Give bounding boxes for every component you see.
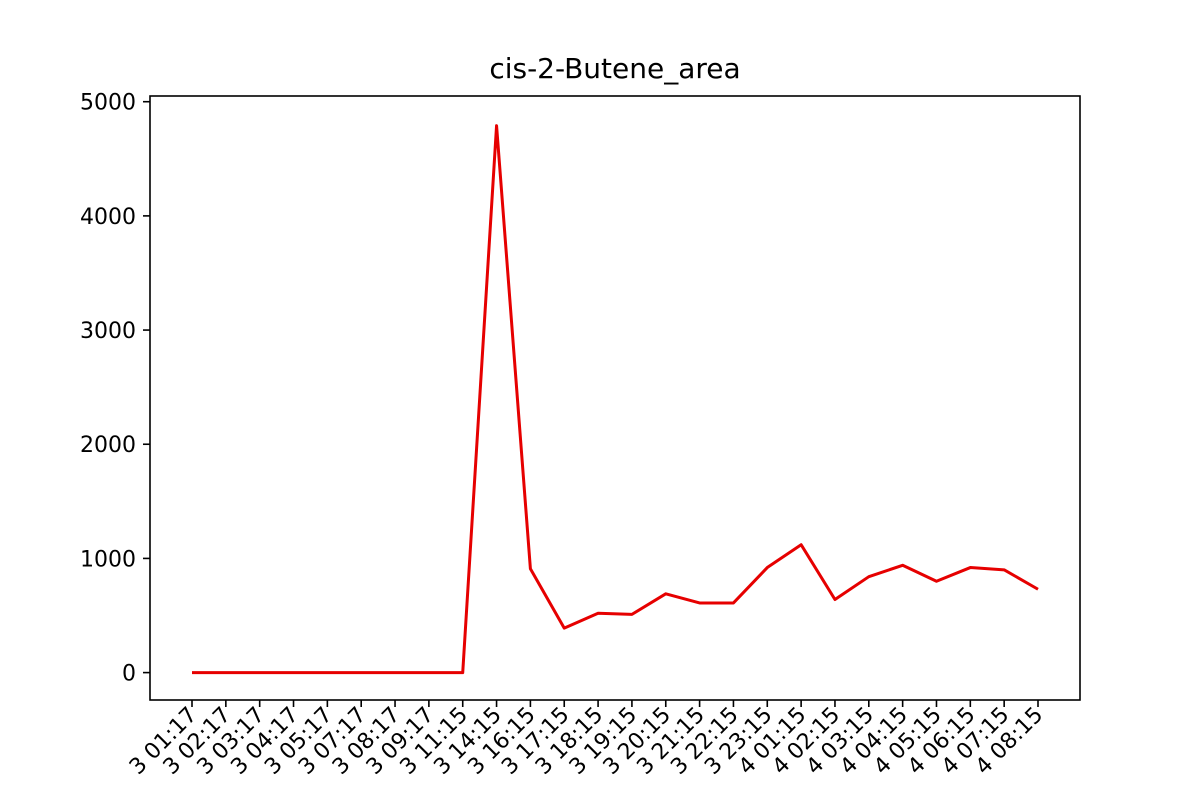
plot-frame <box>149 95 1081 701</box>
plot-area <box>192 124 1039 675</box>
y-tick-label: 3000 <box>80 319 136 344</box>
chart-title: cis-2-Butene_area <box>489 52 740 85</box>
y-tick-label: 1000 <box>80 547 136 572</box>
y-axis: 0 1000 2000 3000 4000 5000 <box>80 91 150 687</box>
x-axis: 3 01:173 02:173 03:173 04:173 05:173 07:… <box>125 700 1048 780</box>
y-tick-label: 0 <box>122 662 136 687</box>
y-tick-label: 5000 <box>80 91 136 116</box>
y-tick-label: 4000 <box>80 205 136 230</box>
series-line <box>192 124 1039 675</box>
y-tick-label: 2000 <box>80 433 136 458</box>
